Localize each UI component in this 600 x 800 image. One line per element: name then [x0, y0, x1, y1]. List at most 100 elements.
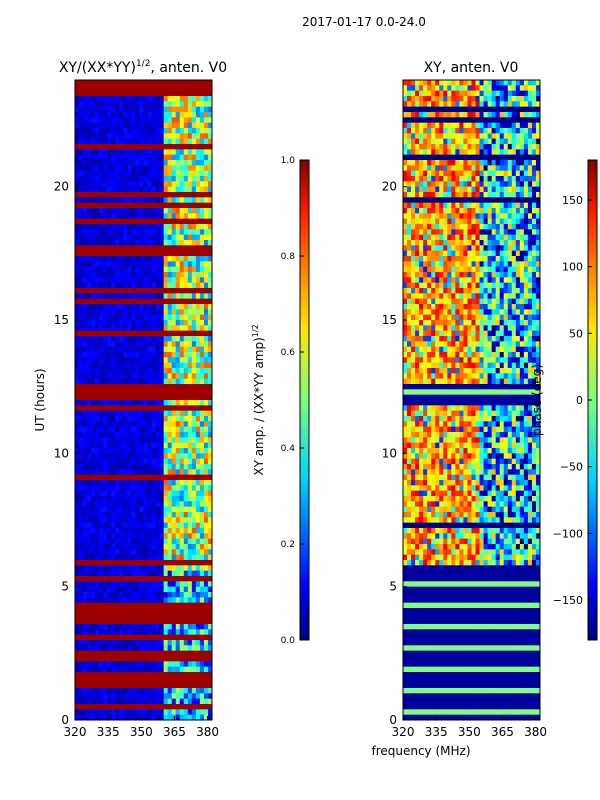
heatmap-cell — [111, 474, 116, 481]
heatmap-cell — [127, 149, 132, 156]
heatmap-cell — [95, 197, 100, 204]
heatmap-cell — [103, 149, 108, 156]
heatmap-cell — [151, 336, 156, 342]
heatmap-cell — [171, 442, 177, 449]
heatmap-cell — [75, 512, 80, 518]
heatmap-cell — [467, 170, 472, 177]
heatmap-cell — [163, 517, 169, 524]
heatmap-cell — [147, 389, 152, 396]
heatmap-cell — [187, 693, 193, 700]
heatmap-cell — [171, 250, 177, 257]
heatmap-cell — [467, 144, 472, 150]
heatmap-cell — [131, 122, 136, 129]
heatmap-cell — [467, 122, 472, 129]
heatmap-cell — [155, 634, 161, 641]
heatmap-cell — [455, 138, 460, 145]
heatmap-cell — [191, 485, 197, 492]
heatmap-cell — [79, 336, 84, 342]
heatmap-cell — [515, 80, 521, 86]
heatmap-cell — [115, 709, 120, 716]
heatmap-cell — [95, 485, 100, 492]
heatmap-cell — [115, 581, 120, 588]
heatmap-cell — [171, 272, 177, 278]
heatmap-cell — [75, 624, 80, 630]
heatmap-cell — [159, 448, 165, 454]
heatmap-cell — [135, 170, 140, 177]
heatmap-cell — [175, 405, 181, 412]
heatmap-cell — [155, 533, 161, 540]
heatmap-cell — [187, 346, 193, 353]
heatmap-cell — [75, 448, 80, 454]
heatmap-cell — [443, 144, 448, 150]
heatmap-cell — [119, 704, 124, 710]
heatmap-cell — [199, 368, 205, 374]
heatmap-cell — [131, 154, 136, 161]
heatmap-cell — [75, 613, 80, 620]
heatmap-cell — [171, 330, 177, 337]
heatmap-cell — [91, 693, 96, 700]
heatmap-cell — [491, 192, 497, 198]
heatmap-cell — [195, 128, 201, 134]
heatmap-cell — [119, 330, 124, 337]
heatmap-cell — [151, 330, 156, 337]
heatmap-cell — [463, 186, 468, 193]
heatmap-cell — [115, 192, 120, 198]
heatmap-cell — [187, 261, 193, 268]
heatmap-cell — [479, 186, 484, 193]
heatmap-cell — [95, 154, 100, 161]
heatmap-cell — [87, 474, 92, 481]
heatmap-cell — [107, 698, 112, 705]
heatmap-cell — [183, 613, 189, 620]
heatmap-cell — [115, 624, 120, 630]
heatmap-cell — [187, 373, 193, 380]
heatmap-cell — [515, 160, 521, 166]
heatmap-cell — [151, 490, 156, 497]
heatmap-cell — [447, 128, 452, 134]
heatmap-cell — [499, 138, 505, 145]
heatmap-cell — [183, 122, 189, 129]
heatmap-cell — [143, 330, 148, 337]
heatmap-cell — [207, 202, 213, 209]
heatmap-cell — [139, 389, 144, 396]
heatmap-cell — [179, 677, 185, 684]
heatmap-cell — [187, 698, 193, 705]
heatmap-cell — [147, 464, 152, 470]
heatmap-cell — [203, 528, 209, 534]
heatmap-cell — [199, 245, 205, 252]
heatmap-cell — [103, 634, 108, 641]
heatmap-cell — [99, 186, 104, 193]
heatmap-cell — [435, 176, 440, 182]
heatmap-cell — [159, 213, 165, 220]
heatmap-cell — [131, 421, 136, 428]
heatmap-cell — [419, 85, 424, 92]
heatmap-cell — [147, 101, 152, 108]
heatmap-cell — [131, 405, 136, 412]
heatmap-cell — [119, 96, 124, 102]
heatmap-cell — [507, 197, 513, 204]
heatmap-cell — [127, 405, 132, 412]
heatmap-cell — [523, 170, 529, 177]
heatmap-cell — [203, 144, 209, 150]
heatmap-cell — [191, 490, 197, 497]
heatmap-cell — [471, 96, 476, 102]
heatmap-cell — [79, 576, 84, 582]
heatmap-cell — [183, 698, 189, 705]
heatmap-cell — [507, 144, 513, 150]
heatmap-cell — [419, 154, 424, 161]
heatmap-cell — [87, 469, 92, 476]
heatmap-cell — [175, 314, 181, 321]
heatmap-cell — [147, 469, 152, 476]
heatmap-cell — [535, 101, 541, 108]
heatmap-cell — [75, 245, 80, 252]
heatmap-cell — [131, 304, 136, 310]
heatmap-cell — [75, 149, 80, 156]
heatmap-cell — [147, 272, 152, 278]
heatmap-cell — [191, 650, 197, 657]
heatmap-cell — [135, 373, 140, 380]
heatmap-cell — [127, 357, 132, 364]
heatmap-cell — [439, 213, 444, 220]
heatmap-cell — [135, 293, 140, 300]
heatmap-cell — [119, 128, 124, 134]
heatmap-cell — [159, 640, 165, 646]
heatmap-cell — [199, 394, 205, 401]
